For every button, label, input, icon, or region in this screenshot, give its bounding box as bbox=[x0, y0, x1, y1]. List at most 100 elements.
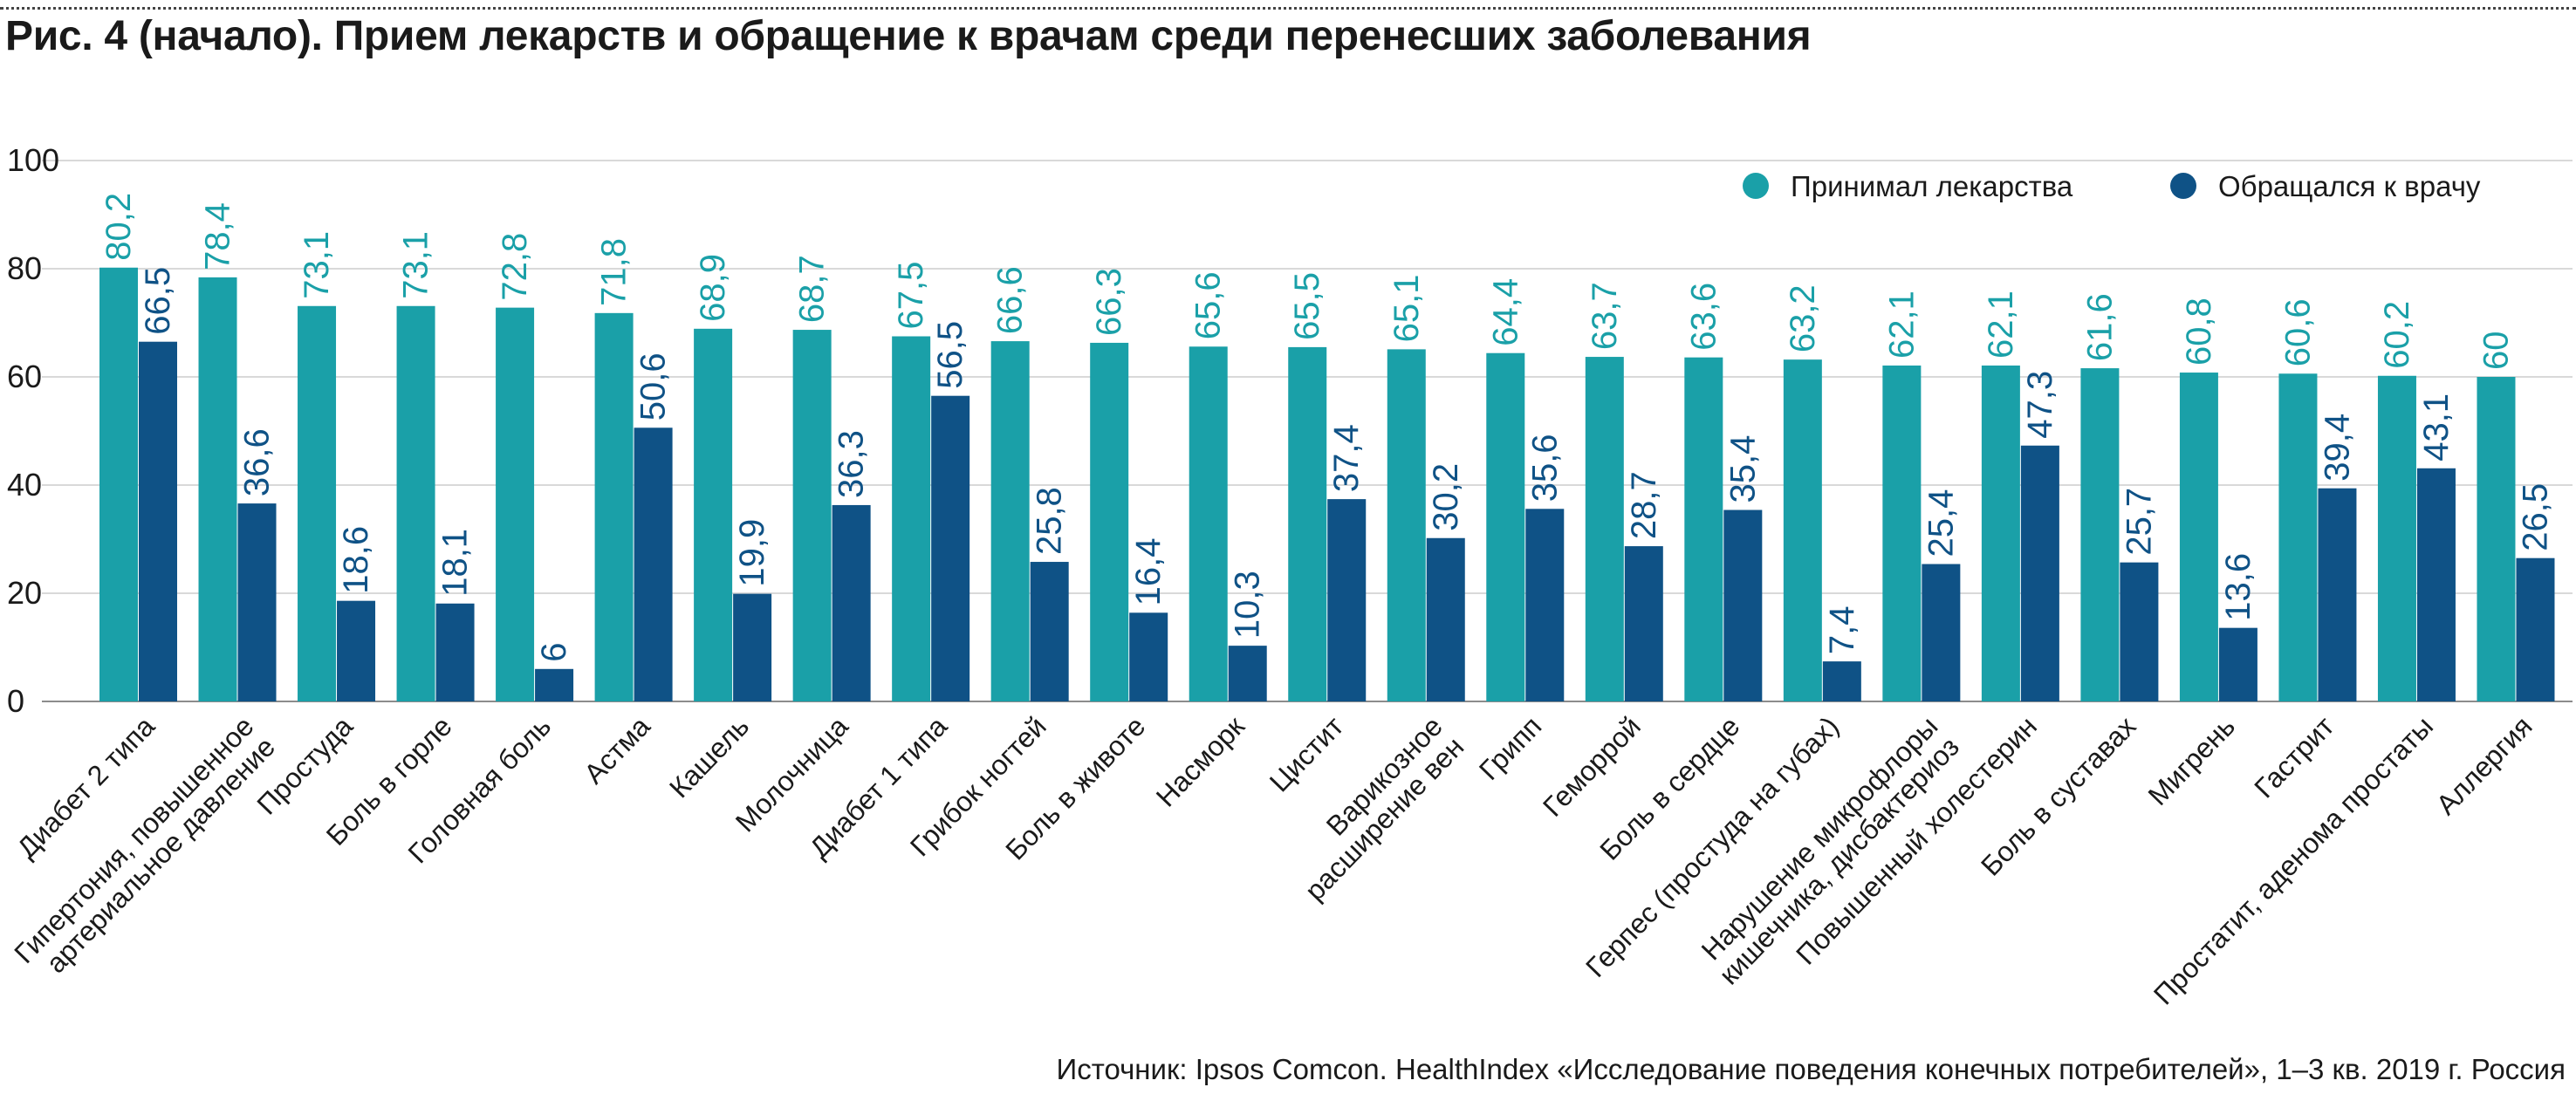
bar-medicine bbox=[1783, 359, 1822, 701]
data-label-doctor: 30,2 bbox=[1427, 463, 1465, 531]
y-tick-label: 20 bbox=[7, 575, 42, 611]
bar-medicine bbox=[1585, 357, 1624, 701]
x-category-label-line: Грипп bbox=[1473, 710, 1548, 786]
bar-doctor bbox=[1030, 562, 1069, 701]
data-label-doctor: 56,5 bbox=[931, 321, 969, 389]
legend-label-doctor: Обращался к врачу bbox=[2218, 170, 2481, 202]
data-label-doctor: 18,1 bbox=[436, 529, 475, 597]
bar-medicine bbox=[594, 312, 634, 701]
bar-medicine bbox=[990, 341, 1030, 701]
bar-doctor bbox=[2218, 627, 2257, 701]
bar-doctor bbox=[139, 341, 177, 701]
data-label-medicine: 62,1 bbox=[1882, 291, 1921, 359]
data-label-medicine: 68,7 bbox=[793, 255, 832, 323]
bar-doctor bbox=[1922, 564, 1961, 701]
legend-label-medicine: Принимал лекарства bbox=[1791, 170, 2073, 202]
data-label-doctor: 47,3 bbox=[2021, 371, 2059, 439]
data-label-doctor: 18,6 bbox=[337, 526, 375, 594]
bar-medicine bbox=[1981, 365, 2020, 701]
bar-doctor bbox=[1426, 537, 1465, 701]
bar-medicine bbox=[1189, 346, 1228, 701]
y-tick-label: 80 bbox=[7, 250, 42, 286]
data-label-doctor: 7,4 bbox=[1823, 606, 1861, 655]
bar-doctor bbox=[1525, 509, 1565, 701]
bar-medicine bbox=[2080, 368, 2120, 701]
bar-doctor bbox=[2516, 557, 2555, 701]
x-category-label-line: Мигрень bbox=[2142, 710, 2242, 811]
data-label-doctor: 36,6 bbox=[238, 428, 277, 496]
bar-medicine bbox=[99, 267, 138, 701]
legend-marker-doctor bbox=[2170, 173, 2196, 199]
x-category-label: Кашель bbox=[663, 710, 755, 804]
x-category-label-line: кишечника, дисбактериоз bbox=[1713, 731, 1965, 991]
data-label-medicine: 78,4 bbox=[199, 202, 237, 270]
bar-medicine bbox=[2278, 373, 2318, 701]
data-label-medicine: 65,6 bbox=[1189, 271, 1228, 339]
bar-doctor bbox=[337, 600, 376, 701]
x-category-label-line: Гастрит bbox=[2248, 710, 2340, 804]
x-category-label: Астма bbox=[578, 710, 656, 790]
bar-doctor bbox=[634, 427, 673, 701]
bar-medicine bbox=[1387, 349, 1426, 701]
x-category-label-line: Кашель bbox=[663, 710, 755, 804]
y-tick-label: 100 bbox=[7, 142, 59, 178]
bar-doctor bbox=[435, 603, 475, 701]
bar-doctor bbox=[1822, 661, 1861, 701]
bar-medicine bbox=[892, 336, 931, 701]
bar-doctor bbox=[1723, 509, 1763, 701]
data-label-medicine: 60,2 bbox=[2378, 301, 2416, 369]
y-axis-ticks: 0 20 40 60 80 100 bbox=[7, 142, 59, 719]
data-label-doctor: 28,7 bbox=[1625, 471, 1663, 539]
data-label-doctor: 6 bbox=[535, 643, 573, 662]
x-category-label-line: Насморк bbox=[1150, 709, 1251, 812]
x-category-label: Гастрит bbox=[2248, 710, 2340, 804]
bar-medicine bbox=[396, 305, 435, 701]
data-label-medicine: 67,5 bbox=[892, 262, 930, 330]
bar-medicine bbox=[694, 328, 733, 701]
bar-medicine bbox=[1486, 352, 1525, 701]
bar-doctor bbox=[931, 395, 970, 701]
bar-doctor bbox=[832, 504, 871, 701]
bar-doctor bbox=[733, 593, 772, 701]
data-label-medicine: 63,6 bbox=[1684, 283, 1723, 351]
data-label-medicine: 63,2 bbox=[1784, 284, 1822, 352]
data-label-medicine: 64,4 bbox=[1486, 278, 1524, 346]
data-label-doctor: 25,7 bbox=[2120, 488, 2158, 556]
data-label-medicine: 73,1 bbox=[298, 231, 336, 299]
data-label-doctor: 36,3 bbox=[832, 430, 871, 498]
bar-medicine bbox=[2179, 373, 2218, 701]
x-category-label-line: артериальное давление bbox=[40, 731, 281, 979]
data-label-doctor: 37,4 bbox=[1327, 424, 1366, 492]
data-labels: 80,266,5 78,4 36,6 73,1 18,6 73,1 18,1 72,8 6 71,… bbox=[99, 193, 2554, 662]
data-label-doctor: 39,4 bbox=[2318, 414, 2356, 482]
x-category-label-line: Аллергия bbox=[2430, 710, 2538, 821]
data-label-medicine: 68,9 bbox=[694, 254, 732, 322]
data-label-medicine: 61,6 bbox=[2080, 293, 2119, 361]
x-category-label: Аллергия bbox=[2430, 710, 2538, 821]
y-tick-label: 60 bbox=[7, 359, 42, 394]
bar-medicine bbox=[2477, 377, 2516, 701]
data-label-medicine: 71,8 bbox=[595, 238, 634, 306]
data-label-medicine: 60,6 bbox=[2278, 298, 2317, 366]
data-label-doctor: 35,6 bbox=[1525, 434, 1564, 502]
data-label-medicine: 73,1 bbox=[397, 231, 435, 299]
data-label-doctor: 50,6 bbox=[634, 352, 673, 421]
data-label-medicine: 63,7 bbox=[1586, 282, 1624, 350]
data-label-medicine: 65,1 bbox=[1387, 275, 1426, 343]
x-category-label: Мигрень bbox=[2142, 710, 2242, 811]
top-dotted-rule bbox=[0, 7, 2576, 10]
data-label-doctor: 26,5 bbox=[2516, 483, 2554, 551]
data-label-medicine: 60,8 bbox=[2180, 297, 2218, 366]
data-label-doctor: 35,4 bbox=[1723, 435, 1762, 503]
bars bbox=[99, 267, 2555, 701]
bar-medicine bbox=[2377, 375, 2416, 701]
data-label-doctor: 66,5 bbox=[139, 267, 177, 335]
bar-medicine bbox=[1882, 365, 1922, 701]
bar-doctor bbox=[237, 503, 277, 701]
bar-doctor bbox=[1228, 646, 1267, 701]
data-label-doctor: 25,8 bbox=[1031, 487, 1069, 555]
data-label-doctor: 10,3 bbox=[1229, 571, 1267, 639]
